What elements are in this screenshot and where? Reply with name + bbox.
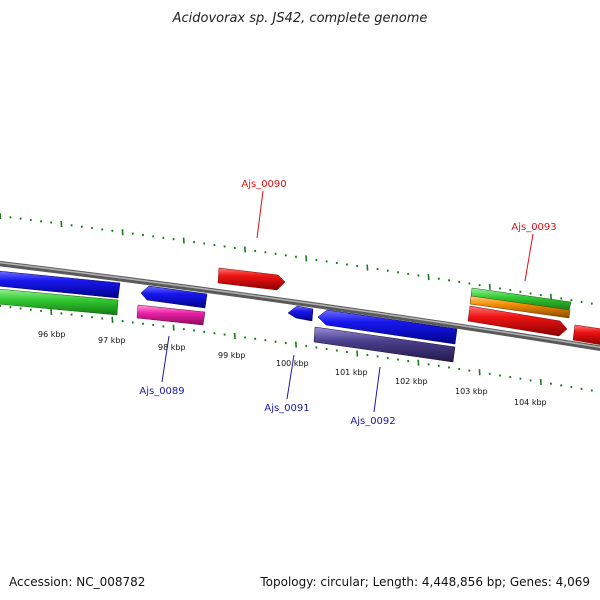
gene-label-ajs-0093[interactable]: Ajs_0093 bbox=[511, 222, 556, 233]
gene-ajs-0090[interactable] bbox=[217, 267, 286, 291]
leader-line-ajs-0090 bbox=[256, 190, 264, 239]
gene-ajs-0091[interactable] bbox=[287, 305, 314, 322]
gene-ajs-0092[interactable] bbox=[317, 309, 458, 345]
gene-ajs-0089[interactable] bbox=[140, 285, 208, 309]
genome-backbone bbox=[0, 260, 600, 351]
kbp-label-103: 103 kbp bbox=[455, 387, 488, 396]
lower-tick-track bbox=[0, 304, 593, 392]
gene-label-ajs-0089[interactable]: Ajs_0089 bbox=[139, 386, 184, 397]
genome-backbone-highlight bbox=[0, 261, 600, 348]
genome-stats-text: Topology: circular; Length: 4,448,856 bp… bbox=[259, 575, 590, 589]
gene-feature-orange-0093[interactable] bbox=[469, 295, 571, 319]
kbp-label-101: 101 kbp bbox=[335, 368, 368, 377]
leader-line-ajs-0093 bbox=[524, 233, 534, 282]
kbp-label-96: 96 kbp bbox=[38, 330, 66, 339]
kbp-label-99: 99 kbp bbox=[218, 351, 246, 360]
leader-line-ajs-0091 bbox=[286, 354, 295, 400]
gene-partial-right-red[interactable] bbox=[572, 324, 600, 345]
genome-title: Acidovorax sp. JS42, complete genome bbox=[172, 11, 428, 26]
gene-feature-magenta-0089[interactable] bbox=[136, 304, 206, 326]
upper-tick-track bbox=[0, 212, 593, 305]
gene-feature-purple-0092[interactable] bbox=[313, 326, 456, 363]
gene-label-ajs-0092[interactable]: Ajs_0092 bbox=[350, 416, 395, 427]
gene-partial-left-blue[interactable] bbox=[0, 270, 121, 299]
leader-line-ajs-0089 bbox=[161, 335, 170, 383]
gene-label-ajs-0090[interactable]: Ajs_0090 bbox=[241, 179, 286, 190]
gene-label-ajs-0091[interactable]: Ajs_0091 bbox=[264, 403, 309, 414]
kbp-label-97: 97 kbp bbox=[98, 336, 126, 345]
gene-ajs-0093[interactable] bbox=[467, 305, 568, 337]
kbp-label-104: 104 kbp bbox=[514, 398, 547, 407]
kbp-label-98: 98 kbp bbox=[158, 343, 186, 352]
leader-line-ajs-0092 bbox=[373, 366, 381, 413]
gene-partial-left-green[interactable] bbox=[0, 288, 119, 316]
accession-text: Accession: NC_008782 bbox=[9, 575, 145, 589]
kbp-label-102: 102 kbp bbox=[395, 377, 428, 386]
